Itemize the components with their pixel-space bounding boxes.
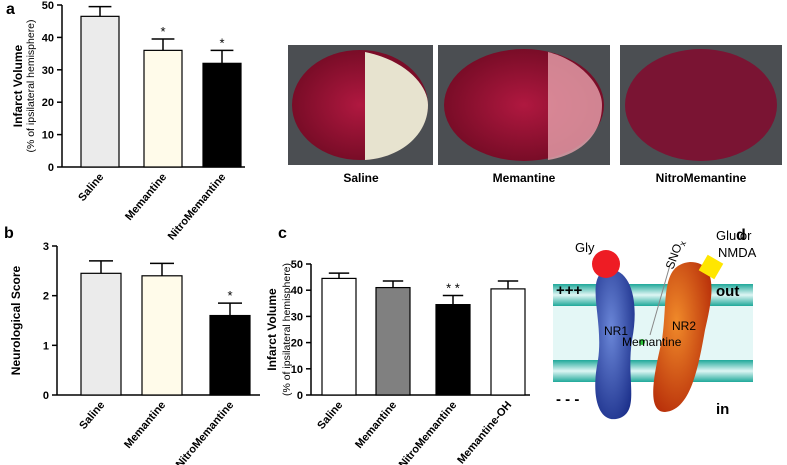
x-tick-label: Saline bbox=[76, 171, 106, 204]
membrane bbox=[553, 306, 753, 366]
x-tick-label: Memantine-OH bbox=[455, 399, 514, 465]
bar bbox=[80, 15, 120, 168]
membrane bbox=[553, 360, 753, 382]
y-tick-label: 10 bbox=[291, 364, 303, 376]
y-axis-label: Infarct Volume bbox=[11, 44, 25, 127]
y-tick-label: 0 bbox=[48, 162, 54, 174]
infarct bbox=[548, 52, 602, 160]
label: Memantine bbox=[622, 335, 682, 349]
label: x bbox=[677, 239, 688, 247]
photo-caption: NitroMemantine bbox=[656, 171, 747, 185]
panel-label: c bbox=[278, 225, 287, 242]
bar bbox=[435, 304, 471, 396]
photo-caption: Saline bbox=[343, 171, 379, 185]
bar bbox=[321, 277, 357, 396]
x-tick-label: Memantine bbox=[353, 399, 399, 451]
y-tick-label: 40 bbox=[42, 32, 54, 44]
x-tick-label: NitroMemantine bbox=[174, 399, 237, 465]
y-axis-label: Neurological Score bbox=[9, 265, 23, 375]
memantine-dot bbox=[639, 339, 645, 345]
y-tick-label: 30 bbox=[42, 65, 54, 77]
x-tick-label: NitroMemantine bbox=[166, 171, 229, 242]
glu-ligand bbox=[698, 254, 724, 280]
bar bbox=[490, 288, 526, 396]
nmda-diagram: d Gly Glu or NMDA SNOx +++ out - - - in … bbox=[553, 227, 757, 420]
brain bbox=[625, 49, 777, 161]
significance: * bbox=[160, 24, 165, 39]
label: NMDA bbox=[718, 245, 757, 260]
y-tick-label: 20 bbox=[42, 97, 54, 109]
y-tick-label: 0 bbox=[297, 390, 303, 402]
label: Glu or bbox=[716, 228, 752, 243]
x-tick-label: Memantine bbox=[123, 171, 169, 223]
x-tick-label: Memantine bbox=[122, 399, 168, 451]
label: +++ bbox=[556, 282, 583, 299]
y-tick-label: 2 bbox=[43, 291, 49, 303]
y-tick-label: 50 bbox=[42, 0, 54, 12]
gly-ligand bbox=[592, 250, 620, 278]
infarct bbox=[365, 52, 428, 160]
label: NR2 bbox=[672, 319, 696, 333]
bar bbox=[141, 275, 183, 396]
label: NR1 bbox=[604, 324, 628, 338]
y-axis-sublabel: (% of ipsilateral hemisphere) bbox=[25, 19, 37, 152]
y-tick-label: 20 bbox=[291, 338, 303, 350]
y-tick-label: 50 bbox=[291, 259, 303, 271]
bar bbox=[375, 286, 411, 396]
x-tick-label: NitroMemantine bbox=[397, 399, 460, 465]
label: in bbox=[716, 401, 729, 418]
photo-caption: Memantine bbox=[493, 171, 556, 185]
bar bbox=[209, 314, 251, 396]
panel-label: d bbox=[736, 227, 746, 244]
bar bbox=[202, 62, 242, 168]
y-tick-label: 10 bbox=[42, 130, 54, 142]
pointer bbox=[649, 264, 671, 336]
label: out bbox=[716, 283, 739, 300]
y-tick-label: 0 bbox=[43, 390, 49, 402]
bar bbox=[80, 272, 122, 396]
panel-label: a bbox=[6, 1, 15, 18]
y-axis-label: Infarct Volume bbox=[265, 288, 279, 371]
nr1-subunit bbox=[595, 269, 635, 420]
x-tick-label: Saline bbox=[77, 399, 107, 432]
significance: * bbox=[219, 35, 224, 50]
y-tick-label: 30 bbox=[291, 311, 303, 323]
label: Gly bbox=[575, 240, 595, 255]
y-tick-label: 1 bbox=[43, 340, 49, 352]
y-axis-sublabel: (% of ipsilateral hemisphere) bbox=[281, 263, 293, 396]
label: - - - bbox=[556, 391, 579, 408]
panel-label: b bbox=[4, 225, 14, 242]
significance: * * bbox=[446, 280, 460, 295]
brain-photos: Saline Memantine NitroMemantine bbox=[288, 45, 782, 185]
nr2-subunit bbox=[653, 262, 712, 412]
significance: * bbox=[227, 288, 232, 303]
y-tick-label: 40 bbox=[291, 285, 303, 297]
y-tick-label: 3 bbox=[43, 241, 49, 253]
bar bbox=[143, 49, 183, 168]
x-tick-label: Saline bbox=[315, 399, 345, 432]
